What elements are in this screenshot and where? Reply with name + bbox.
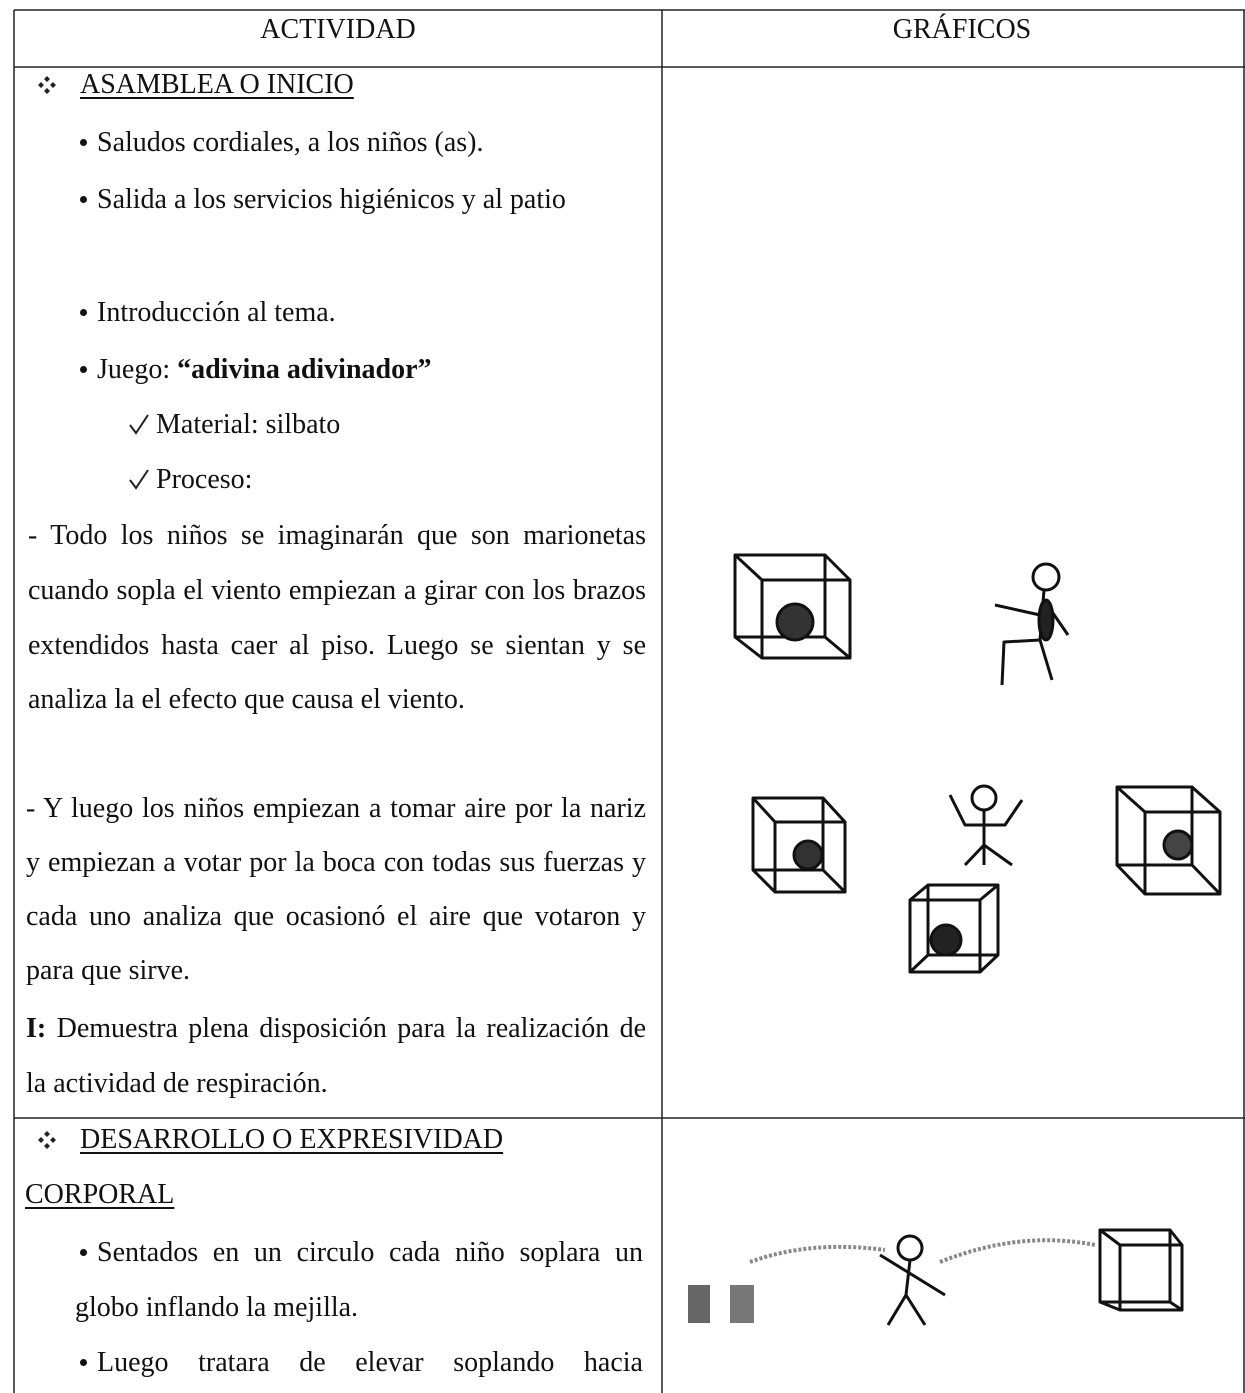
section-title: ASAMBLEA O INICIO: [80, 58, 354, 113]
check-item: Material: silbato: [156, 409, 341, 440]
bullet-item: Introducción al tema.: [80, 286, 640, 341]
section-title-text: DESARROLLO O EXPRESIVIDAD CORPORAL: [25, 1124, 504, 1210]
item-text: Salida a los servicios higiénicos y al p…: [97, 184, 566, 215]
bullet-item: Sentados en un circulo cada niño soplara…: [75, 1226, 643, 1335]
item-text: Sentados en un circulo cada niño soplara…: [75, 1237, 643, 1323]
item-text: Saludos cordiales, a los niños (as).: [97, 127, 484, 158]
bullet-item: Saludos cordiales, a los niños (as).: [80, 116, 640, 171]
indicator-text: Demuestra plena disposición para la real…: [26, 1013, 647, 1099]
item-text: Luego tratara de elevar soplando hacia: [97, 1347, 643, 1378]
section-title-text: ASAMBLEA O INICIO: [80, 69, 354, 100]
indicator: I: Demuestra plena disposición para la r…: [26, 1001, 646, 1111]
paragraph: - Todo los niños se imaginarán que son m…: [28, 520, 646, 716]
section-title: DESARROLLO O EXPRESIVIDAD CORPORAL: [25, 1113, 635, 1222]
paragraph: - Y luego los niños empiezan a tomar air…: [26, 793, 646, 986]
column-header: ACTIVIDAD: [260, 14, 416, 45]
item-text: Introducción al tema.: [97, 297, 336, 328]
indicator-label: I:: [26, 1013, 47, 1044]
bullet-item: Luego tratara de elevar soplando hacia: [80, 1336, 643, 1391]
column-header: GRÁFICOS: [892, 14, 1032, 45]
bullet-item: Salida a los servicios higiénicos y al p…: [80, 173, 600, 228]
bullet-item: Juego: “adivina adivinador”: [80, 343, 640, 398]
item-text: Juego:: [97, 354, 178, 385]
item-bold: “adivina adivinador”: [177, 354, 432, 385]
check-item: Proceso:: [156, 464, 253, 495]
